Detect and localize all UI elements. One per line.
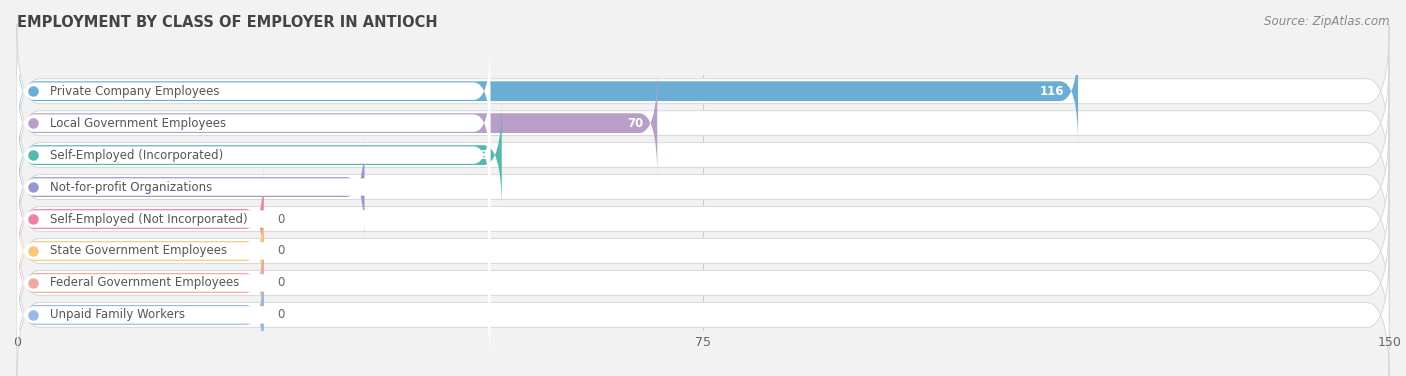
Text: 0: 0 [277,212,285,226]
FancyBboxPatch shape [17,133,364,241]
FancyBboxPatch shape [17,215,1389,350]
FancyBboxPatch shape [17,197,264,305]
FancyBboxPatch shape [17,69,657,177]
FancyBboxPatch shape [17,170,491,268]
FancyBboxPatch shape [17,234,491,332]
FancyBboxPatch shape [17,74,491,172]
Text: 70: 70 [627,117,644,130]
FancyBboxPatch shape [17,202,491,300]
Text: Self-Employed (Not Incorporated): Self-Employed (Not Incorporated) [49,212,247,226]
Text: 38: 38 [335,180,350,194]
Text: 0: 0 [277,276,285,290]
FancyBboxPatch shape [17,42,491,140]
Text: 0: 0 [277,244,285,258]
FancyBboxPatch shape [17,152,1389,287]
FancyBboxPatch shape [17,120,1389,255]
FancyBboxPatch shape [17,266,491,364]
FancyBboxPatch shape [17,24,1389,159]
Text: State Government Employees: State Government Employees [49,244,226,258]
Text: Unpaid Family Workers: Unpaid Family Workers [49,308,184,321]
FancyBboxPatch shape [17,88,1389,223]
Text: Self-Employed (Incorporated): Self-Employed (Incorporated) [49,149,224,162]
Text: Local Government Employees: Local Government Employees [49,117,226,130]
FancyBboxPatch shape [17,37,1078,145]
FancyBboxPatch shape [17,247,1389,376]
FancyBboxPatch shape [17,229,264,337]
FancyBboxPatch shape [17,138,491,236]
Text: 116: 116 [1040,85,1064,98]
Text: Private Company Employees: Private Company Employees [49,85,219,98]
FancyBboxPatch shape [17,56,1389,191]
Text: Not-for-profit Organizations: Not-for-profit Organizations [49,180,212,194]
Text: Source: ZipAtlas.com: Source: ZipAtlas.com [1264,15,1389,28]
FancyBboxPatch shape [17,261,264,369]
Text: 0: 0 [277,308,285,321]
FancyBboxPatch shape [17,101,502,209]
FancyBboxPatch shape [17,106,491,204]
FancyBboxPatch shape [17,165,264,273]
Text: Federal Government Employees: Federal Government Employees [49,276,239,290]
Text: EMPLOYMENT BY CLASS OF EMPLOYER IN ANTIOCH: EMPLOYMENT BY CLASS OF EMPLOYER IN ANTIO… [17,15,437,30]
FancyBboxPatch shape [17,183,1389,318]
Text: 53: 53 [471,149,488,162]
